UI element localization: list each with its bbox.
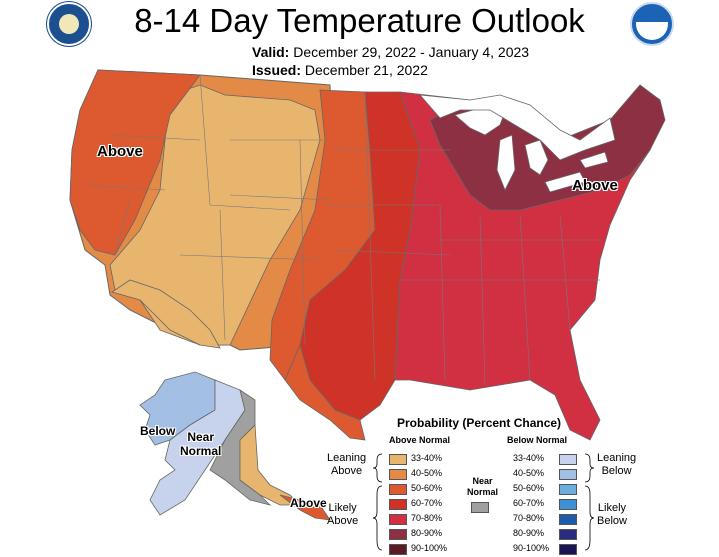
legend-above-label-0: 33-40%: [411, 453, 443, 463]
region-50-60-texas: [284, 343, 366, 441]
legend: Probability (Percent Chance) Above Norma…: [327, 412, 719, 557]
alaska-map: [139, 371, 331, 521]
legend-above-swatch-0: [389, 454, 407, 465]
legend-likely-above: Likely Above: [327, 502, 359, 527]
noaa-logo-icon: [630, 2, 674, 46]
issued-date: December 21, 2022: [304, 62, 428, 78]
legend-below-label-1: 40-50%: [513, 468, 545, 478]
valid-label: Valid:: [252, 44, 290, 60]
legend-below-label-0: 33-40%: [513, 453, 545, 463]
legend-leaning-above: Leaning Above: [327, 452, 367, 477]
legend-above-label-5: 80-90%: [411, 528, 443, 538]
canada-area: [419, 94, 616, 161]
legend-above-label-6: 90-100%: [411, 543, 448, 553]
legend-below-heading: Below Normal: [507, 435, 568, 445]
legend-near-normal: Near Normal: [467, 476, 499, 497]
legend-below-swatch-3: [559, 499, 577, 510]
legend-below-swatch-4: [559, 514, 577, 525]
label-above-alaska: Above: [290, 496, 327, 510]
great-lakes: [454, 107, 609, 193]
label-above-west: Above: [97, 143, 143, 160]
legend-above-swatch-1: [389, 469, 407, 480]
legend-above-heading: Above Normal: [389, 435, 451, 445]
legend-title: Probability (Percent Chance): [397, 416, 562, 430]
legend-above-swatch-4: [389, 514, 407, 525]
label-below-alaska: Below: [140, 424, 176, 438]
legend-above-label-3: 60-70%: [411, 498, 443, 508]
legend-below-swatch-6: [559, 544, 577, 555]
legend-above-label-1: 40-50%: [411, 468, 443, 478]
legend-above-label-4: 70-80%: [411, 513, 443, 523]
valid-dates: December 29, 2022 - January 4, 2023: [293, 44, 530, 60]
legend-below-label-6: 90-100%: [513, 543, 550, 553]
region-33-40-socal: [111, 279, 221, 349]
alaska-panhandle: [279, 494, 331, 521]
conus-map: [69, 69, 666, 441]
legend-above-swatch-3: [389, 499, 407, 510]
label-above-northeast: Above: [572, 177, 618, 194]
issued-label: Issued:: [252, 62, 302, 78]
legend-below-label-4: 70-80%: [513, 513, 545, 523]
legend-braces: [372, 453, 595, 551]
legend-above-swatch-6: [389, 544, 407, 555]
legend-near-normal-swatch: [471, 502, 489, 513]
legend-below-swatch-2: [559, 484, 577, 495]
alaska-below: [139, 371, 216, 446]
legend-likely-below: Likely Below: [597, 502, 627, 527]
legend-below-swatch-5: [559, 529, 577, 540]
state-borders: [84, 74, 600, 386]
legend-leaning-below: Leaning Below: [597, 452, 637, 477]
doc-seal-icon: [47, 2, 91, 46]
legend-below-swatch-0: [559, 454, 577, 465]
legend-below-label-2: 50-60%: [513, 483, 545, 493]
label-near-normal-alaska: Near Normal: [180, 430, 222, 458]
legend-above-swatch-5: [389, 529, 407, 540]
legend-below-swatch-1: [559, 469, 577, 480]
page-title: 8-14 Day Temperature Outlook: [134, 2, 585, 39]
legend-below-label-3: 60-70%: [513, 498, 545, 508]
legend-above-swatch-2: [389, 484, 407, 495]
legend-below-label-5: 80-90%: [513, 528, 545, 538]
legend-above-label-2: 50-60%: [411, 483, 443, 493]
